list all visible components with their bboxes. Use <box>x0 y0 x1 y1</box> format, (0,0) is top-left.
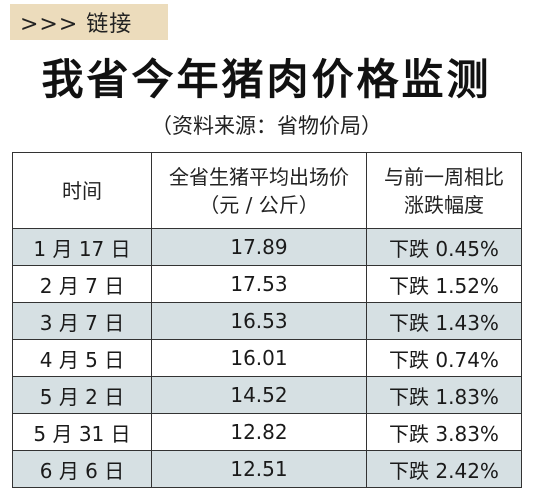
cell-date: 1 月 17 日 <box>12 228 152 266</box>
cell-price: 12.82 <box>151 413 367 451</box>
cell-change: 下跌 0.45% <box>366 228 522 266</box>
header-change: 与前一周相比 涨跌幅度 <box>366 152 522 229</box>
cell-price: 16.01 <box>151 339 367 377</box>
source-note: （资料来源：省物价局） <box>151 114 382 138</box>
link-tag: >>> 链接 <box>10 4 168 40</box>
header-price-line2: （元 / 公斤） <box>199 192 319 217</box>
cell-date: 2 月 7 日 <box>12 265 152 303</box>
cell-date: 4 月 5 日 <box>12 339 152 377</box>
cell-change: 下跌 3.83% <box>366 413 522 451</box>
cell-price: 14.52 <box>151 376 367 414</box>
header-change-line2: 涨跌幅度 <box>404 192 484 217</box>
cell-change: 下跌 2.42% <box>366 450 522 488</box>
table-row: 1 月 17 日 17.89 下跌 0.45% <box>12 228 522 266</box>
price-table: 时间 全省生猪平均出场价 （元 / 公斤） 与前一周相比 涨跌幅度 1 月 17… <box>12 152 522 488</box>
table-row: 3 月 7 日 16.53 下跌 1.43% <box>12 302 522 340</box>
header-price-line1: 全省生猪平均出场价 <box>169 164 349 189</box>
cell-price: 17.89 <box>151 228 367 266</box>
cell-date: 5 月 31 日 <box>12 413 152 451</box>
cell-change: 下跌 0.74% <box>366 339 522 377</box>
header-change-line1: 与前一周相比 <box>384 164 504 189</box>
cell-price: 17.53 <box>151 265 367 303</box>
link-tag-label: >>> 链接 <box>20 12 133 37</box>
cell-date: 3 月 7 日 <box>12 302 152 340</box>
table-row: 5 月 31 日 12.82 下跌 3.83% <box>12 413 522 451</box>
cell-date: 6 月 6 日 <box>12 450 152 488</box>
header-time: 时间 <box>12 152 152 229</box>
table-row: 2 月 7 日 17.53 下跌 1.52% <box>12 265 522 303</box>
table-row: 5 月 2 日 14.52 下跌 1.83% <box>12 376 522 414</box>
table-header-row: 时间 全省生猪平均出场价 （元 / 公斤） 与前一周相比 涨跌幅度 <box>12 152 522 229</box>
table-row: 4 月 5 日 16.01 下跌 0.74% <box>12 339 522 377</box>
cell-date: 5 月 2 日 <box>12 376 152 414</box>
cell-change: 下跌 1.83% <box>366 376 522 414</box>
table-row: 6 月 6 日 12.51 下跌 2.42% <box>12 450 522 488</box>
cell-price: 16.53 <box>151 302 367 340</box>
cell-price: 12.51 <box>151 450 367 488</box>
page-title: 我省今年猪肉价格监测 <box>41 55 492 104</box>
header-price: 全省生猪平均出场价 （元 / 公斤） <box>151 152 367 229</box>
cell-change: 下跌 1.43% <box>366 302 522 340</box>
cell-change: 下跌 1.52% <box>366 265 522 303</box>
